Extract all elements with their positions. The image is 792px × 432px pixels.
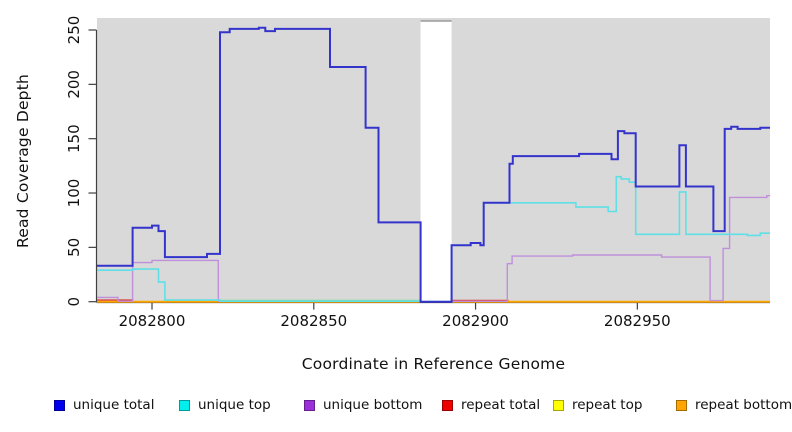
legend-swatch-unique-total <box>54 399 65 411</box>
legend-item-repeat-top: repeat top <box>553 397 642 413</box>
legend-item-unique-top: unique top <box>179 397 271 413</box>
legend-swatch-repeat-total <box>442 399 453 411</box>
legend-item-unique-total: unique total <box>54 397 154 413</box>
legend-label: unique top <box>198 397 271 413</box>
legend-swatch-unique-top <box>179 399 190 411</box>
x-tick-label: 2082800 <box>119 312 186 330</box>
x-tick-label: 2082900 <box>442 312 509 330</box>
x-tick-label: 2082950 <box>604 312 671 330</box>
series-unique-top-line <box>97 175 770 303</box>
series-unique-total-line <box>97 26 770 303</box>
legend-label: unique total <box>73 397 155 413</box>
x-tick-label: 2082850 <box>280 312 347 330</box>
legend-item-repeat-total: repeat total <box>442 397 540 413</box>
y-tick-label: 250 <box>65 16 83 45</box>
x-axis-title: Coordinate in Reference Genome <box>301 355 566 373</box>
legend-label: unique bottom <box>323 397 423 413</box>
legend-item-unique-bottom: unique bottom <box>304 397 422 413</box>
y-tick-label: 150 <box>65 124 83 153</box>
legend-item-repeat-bottom: repeat bottom <box>676 397 792 413</box>
series-unique-bottom-line <box>97 195 770 303</box>
legend-label: repeat top <box>572 397 643 413</box>
legend-label: repeat total <box>461 397 541 413</box>
legend-swatch-repeat-bottom <box>676 399 687 411</box>
y-tick-label: 50 <box>65 238 83 257</box>
missing-data-band <box>420 21 452 303</box>
legend-label: repeat bottom <box>695 397 792 413</box>
legend-swatch-repeat-top <box>553 399 564 411</box>
y-tick-label: 200 <box>65 70 83 99</box>
y-tick-label: 100 <box>65 179 83 208</box>
legend-swatch-unique-bottom <box>304 399 315 411</box>
y-tick-label: 0 <box>65 297 83 307</box>
